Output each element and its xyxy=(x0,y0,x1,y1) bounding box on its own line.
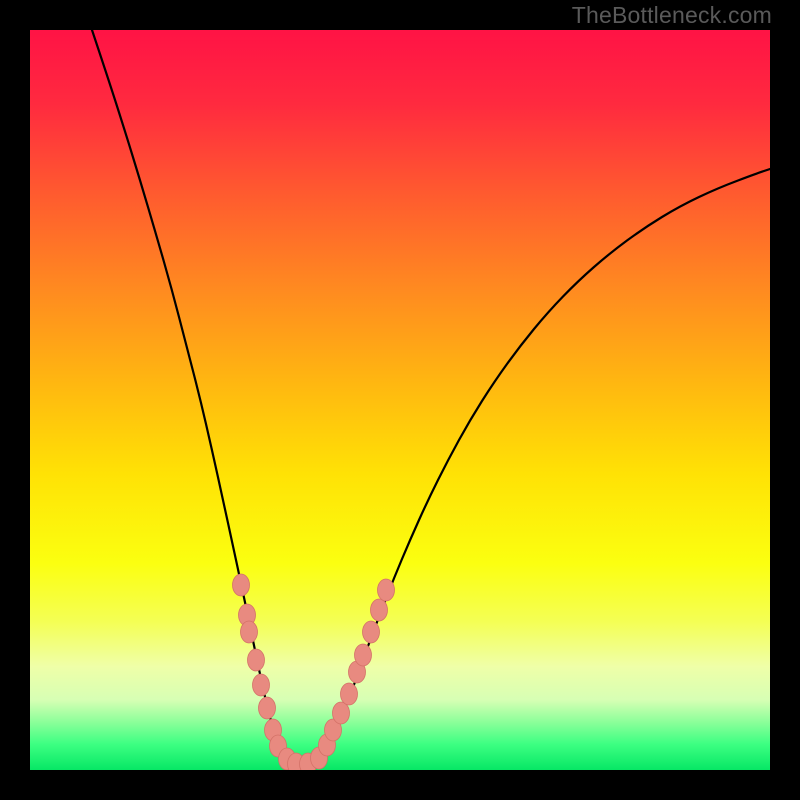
data-marker xyxy=(253,674,270,696)
data-marker xyxy=(363,621,380,643)
data-marker xyxy=(259,697,276,719)
data-marker xyxy=(371,599,388,621)
marker-group-left xyxy=(233,574,305,770)
chart-svg xyxy=(30,30,770,770)
data-marker xyxy=(241,621,258,643)
v-curve xyxy=(92,30,770,766)
data-marker xyxy=(333,702,350,724)
data-marker xyxy=(233,574,250,596)
marker-group-right xyxy=(300,579,395,770)
plot-area xyxy=(30,30,770,770)
data-marker xyxy=(341,683,358,705)
data-marker xyxy=(355,644,372,666)
watermark-text: TheBottleneck.com xyxy=(572,2,772,29)
data-marker xyxy=(248,649,265,671)
data-marker xyxy=(378,579,395,601)
